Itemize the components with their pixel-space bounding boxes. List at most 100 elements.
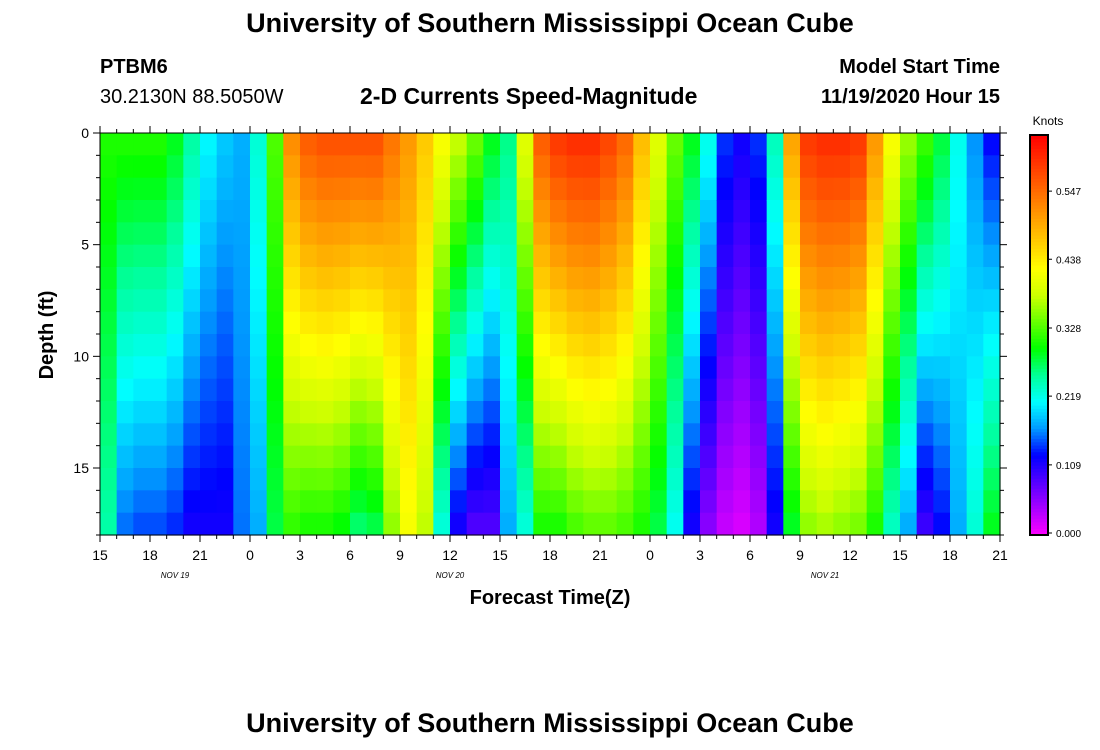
main-title: University of Southern Mississippi Ocean…: [246, 8, 854, 38]
colorbar-swatch: [1030, 171, 1048, 176]
heatmap-cell: [783, 401, 801, 424]
heatmap-cell: [716, 177, 734, 201]
heatmap-cell: [466, 311, 484, 335]
heatmap-cell: [833, 445, 851, 469]
heatmap-cell: [250, 222, 268, 246]
heatmap-cell: [500, 356, 518, 380]
heatmap-cell: [883, 244, 901, 268]
heatmap-cell: [883, 468, 901, 491]
heatmap-cell: [316, 490, 334, 514]
y-tick-label: 0: [81, 125, 89, 141]
colorbar-swatch: [1030, 215, 1048, 219]
heatmap-cell: [450, 289, 468, 313]
heatmap-cell: [283, 423, 301, 447]
heatmap-cell: [483, 512, 501, 536]
heatmap-cell: [650, 378, 668, 402]
heatmap-cell: [916, 177, 934, 201]
heatmap-cell: [650, 490, 668, 514]
heatmap-cell: [433, 490, 451, 514]
colorbar-swatch: [1030, 515, 1048, 519]
heatmap-cell: [916, 222, 934, 246]
heatmap-cell: [416, 177, 434, 201]
heatmap-cell: [533, 378, 551, 402]
heatmap-cell: [200, 311, 218, 335]
heatmap-cell: [900, 512, 918, 536]
heatmap-cell: [683, 155, 701, 179]
heatmap-cell: [650, 155, 668, 179]
heatmap-cell: [233, 177, 251, 201]
colorbar-swatch: [1030, 378, 1048, 383]
heatmap-cell: [366, 512, 384, 536]
heatmap-cell: [883, 378, 901, 402]
heatmap-cell: [600, 334, 618, 357]
heatmap-cell: [700, 356, 718, 380]
heatmap-cell: [600, 445, 618, 469]
heatmap-cell: [283, 200, 301, 223]
colorbar-swatch: [1030, 485, 1048, 489]
heatmap-cell: [833, 289, 851, 313]
heatmap-cell: [483, 222, 501, 246]
heatmap-cell: [950, 267, 968, 290]
heatmap-cell: [416, 289, 434, 313]
heatmap-cell: [266, 378, 284, 402]
heatmap-cell: [500, 289, 518, 313]
heatmap-cell: [633, 468, 651, 491]
colorbar-swatch: [1030, 328, 1048, 333]
heatmap-cell: [816, 423, 834, 447]
heatmap-cell: [633, 244, 651, 268]
x-tick-label: 18: [542, 547, 558, 563]
colorbar-swatch: [1030, 371, 1048, 376]
heatmap-cell: [216, 423, 234, 447]
heatmap-cell: [650, 311, 668, 335]
heatmap-cell: [883, 311, 901, 335]
heatmap-cell: [166, 311, 184, 335]
heatmap-cell: [450, 200, 468, 223]
heatmap-cell: [716, 267, 734, 290]
heatmap-cell: [850, 311, 868, 335]
colorbar-swatch: [1030, 135, 1048, 139]
colorbar-swatch: [1030, 205, 1048, 209]
colorbar-swatch: [1030, 248, 1048, 253]
heatmap-cell: [850, 244, 868, 268]
heatmap-cell: [200, 244, 218, 268]
heatmap-cell: [400, 222, 418, 246]
heatmap-cell: [666, 133, 684, 156]
colorbar-swatch: [1030, 281, 1048, 286]
colorbar-swatch: [1030, 455, 1048, 459]
heatmap-cell: [450, 423, 468, 447]
heatmap-cell: [350, 401, 368, 424]
colorbar-swatch: [1030, 295, 1048, 299]
heatmap-cell: [650, 267, 668, 290]
heatmap-cell: [650, 222, 668, 246]
heatmap-cell: [900, 244, 918, 268]
heatmap-cell: [766, 378, 784, 402]
heatmap-cell: [233, 401, 251, 424]
heatmap-cell: [466, 334, 484, 357]
heatmap-cell: [800, 356, 818, 380]
heatmap-cell: [416, 155, 434, 179]
heatmap-cell: [666, 155, 684, 179]
heatmap-cell: [516, 267, 534, 290]
heatmap-cell: [483, 378, 501, 402]
heatmap-cell: [300, 177, 318, 201]
heatmap-cell: [316, 468, 334, 491]
heatmap-cell: [100, 311, 118, 335]
heatmap-cell: [266, 177, 284, 201]
heatmap-cell: [200, 177, 218, 201]
heatmap-cell: [733, 490, 751, 514]
heatmap-cell: [100, 222, 118, 246]
heatmap-cell: [383, 244, 401, 268]
heatmap-cell: [966, 222, 984, 246]
heatmap-cell: [350, 289, 368, 313]
heatmap-cell: [466, 468, 484, 491]
heatmap-cell: [166, 423, 184, 447]
heatmap-cell: [783, 334, 801, 357]
heatmap-cell: [583, 177, 601, 201]
heatmap-cell: [283, 267, 301, 290]
heatmap-cell: [800, 133, 818, 156]
heatmap-cell: [400, 133, 418, 156]
heatmap-cell: [233, 244, 251, 268]
heatmap-cell: [733, 289, 751, 313]
heatmap-cell: [200, 490, 218, 514]
heatmap-cell: [783, 177, 801, 201]
